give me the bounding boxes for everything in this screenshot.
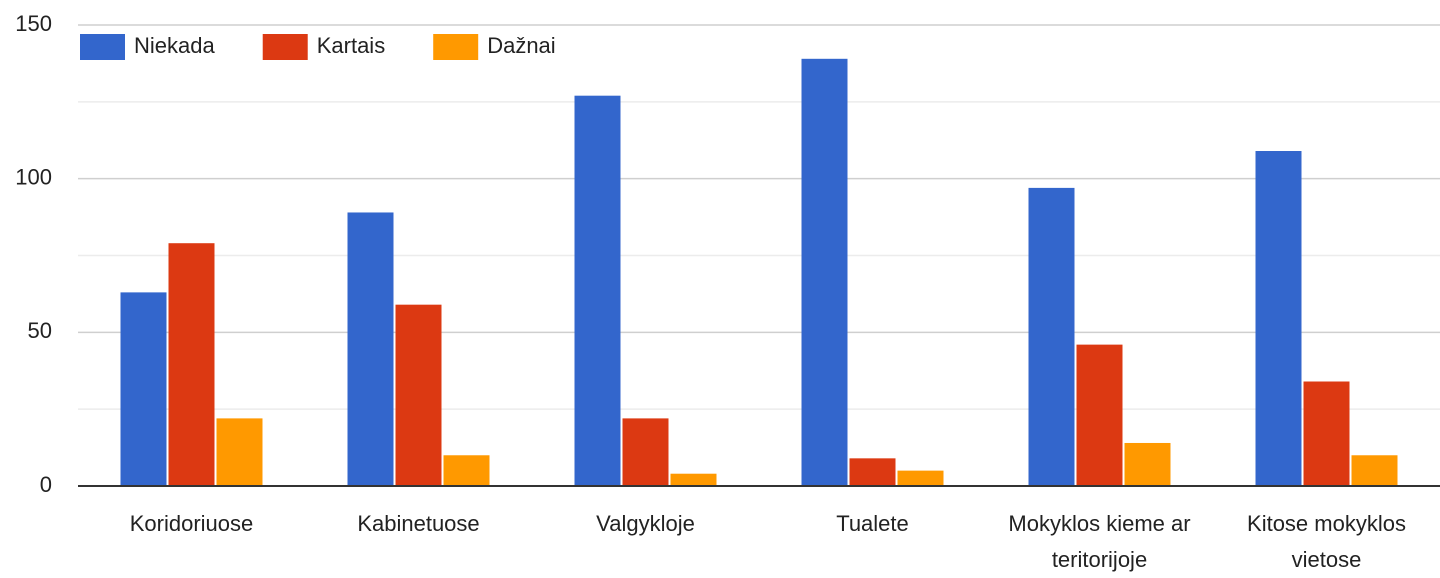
legend-swatch (262, 34, 308, 60)
legend-label: Dažnai (487, 33, 555, 58)
x-tick-label: Koridoriuose (129, 511, 254, 536)
bar (574, 95, 621, 486)
bar (1351, 455, 1398, 486)
bar (1303, 381, 1350, 486)
x-tick-label: Kitose mokyklos vietose (1247, 511, 1406, 572)
bar (443, 455, 490, 486)
x-tick-label: Tualete (836, 511, 909, 536)
bar (168, 243, 215, 486)
x-tick-label: Mokyklos kieme ar teritorijoje (1008, 511, 1191, 572)
y-tick-label: 50 (28, 318, 52, 343)
y-tick-label: 150 (15, 11, 52, 36)
x-tick-label: Valgykloje (596, 511, 695, 536)
bar (395, 304, 442, 486)
legend-label: Niekada (134, 33, 215, 58)
legend-swatch (80, 34, 125, 60)
bar (216, 418, 263, 486)
legend-swatch (433, 34, 479, 60)
bar (120, 292, 167, 486)
bar (1076, 344, 1123, 486)
bar (897, 470, 944, 486)
x-tick-label: Kabinetuose (357, 511, 480, 536)
bar (849, 458, 896, 486)
y-tick-label: 0 (40, 472, 52, 497)
bar (347, 212, 394, 486)
legend-label: Kartais (317, 33, 385, 58)
bar (670, 473, 717, 486)
bar (801, 58, 848, 486)
bar (1255, 151, 1302, 487)
y-tick-label: 100 (15, 164, 52, 189)
bar (1124, 442, 1171, 486)
bar (622, 418, 669, 486)
bar (1028, 187, 1075, 487)
